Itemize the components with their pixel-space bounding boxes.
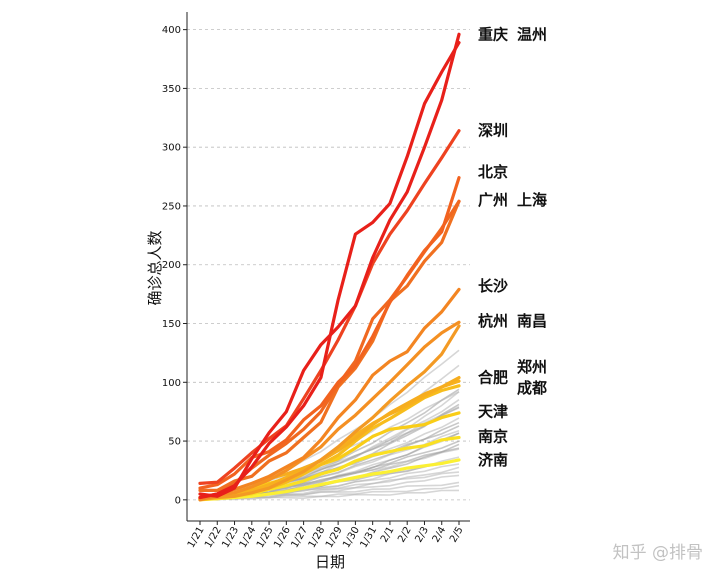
x-tick-label: 1/26 (272, 525, 293, 550)
y-axis-title: 确诊总人数 (146, 230, 164, 305)
y-tick-label: 200 (162, 260, 181, 271)
city-label: 深圳 (478, 122, 508, 140)
city-label: 杭州 (478, 312, 508, 330)
city-label: 南昌 (517, 312, 547, 330)
series-line-北京 (198, 176, 461, 490)
city-label: 北京 (478, 163, 508, 181)
x-tick-label: 1/24 (238, 525, 259, 550)
series-line-杭州 (198, 320, 461, 501)
city-label: 济南 (478, 451, 508, 469)
city-label: 合肥 (477, 369, 508, 387)
y-tick-label: 50 (168, 437, 181, 448)
y-tick-label: 300 (162, 143, 181, 154)
city-label: 天津 (478, 403, 508, 421)
x-tick-labels: 1/211/221/231/241/251/261/271/281/291/30… (186, 521, 466, 550)
series-line-南昌 (198, 324, 461, 501)
series-line-长沙 (198, 287, 461, 502)
y-tick-label: 350 (162, 84, 181, 95)
city-label: 广州 (478, 191, 508, 209)
watermark: 知乎 @排骨 (613, 543, 703, 563)
series-line-重庆 (198, 32, 461, 498)
x-tick-label: 2/4 (431, 525, 449, 544)
city-label: 郑州 (517, 358, 547, 376)
x-tick-label: 2/2 (396, 525, 414, 544)
series-line-济南 (198, 458, 461, 501)
x-tick-label: 2/5 (448, 525, 466, 544)
x-tick-label: 1/22 (203, 525, 224, 550)
x-tick-label: 1/27 (289, 525, 310, 550)
x-tick-label: 1/21 (186, 525, 207, 550)
series-line-深圳 (198, 129, 461, 485)
x-tick-label: 2/3 (413, 525, 431, 544)
x-tick-label: 1/23 (220, 525, 241, 550)
y-tick-label: 150 (162, 319, 181, 330)
y-tick-label: 250 (162, 201, 181, 212)
x-tick-label: 1/28 (307, 525, 328, 550)
x-tick-label: 1/31 (359, 525, 380, 550)
city-label: 重庆 (478, 25, 508, 43)
y-tick-labels: 0 50 100 150 200 250 300 350 400 (162, 25, 181, 506)
city-label: 南京 (478, 427, 508, 445)
x-tick-label: 1/25 (255, 525, 276, 550)
city-label: 上海 (517, 191, 547, 209)
x-tick-label: 1/29 (324, 525, 345, 550)
highlighted-city-lines (198, 32, 461, 502)
y-tick-label: 100 (162, 378, 181, 389)
city-label: 长沙 (478, 277, 508, 295)
x-axis-title: 日期 (315, 553, 345, 571)
y-tick-label: 400 (162, 25, 181, 36)
city-label: 成都 (517, 379, 547, 397)
y-tick-label: 0 (175, 495, 181, 506)
x-tick-label: 1/30 (341, 525, 362, 550)
x-tick-label: 2/1 (379, 525, 397, 544)
city-label: 温州 (517, 25, 547, 43)
